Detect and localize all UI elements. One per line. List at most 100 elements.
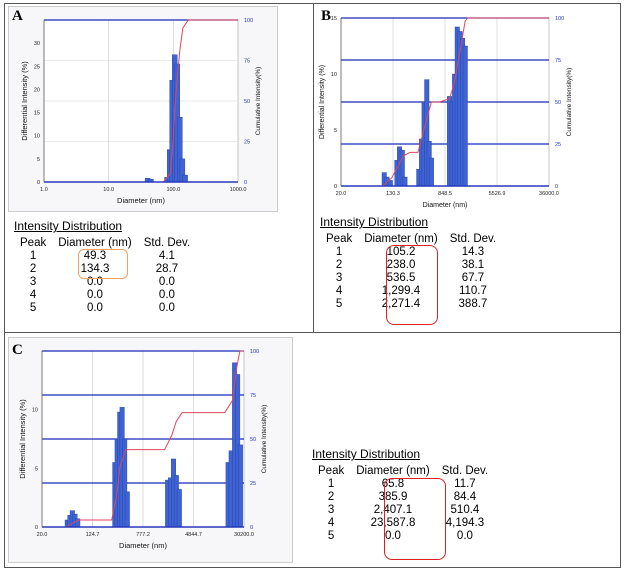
- y-tick-label: 30: [34, 41, 40, 47]
- x-axis-label: Diameter (nm): [423, 202, 468, 209]
- cell-peak: 5: [327, 530, 335, 542]
- y-axis-label: Differential Intensity (%): [18, 399, 27, 479]
- panel-a-chart: 1.0 10.0 100.0 1000.00510152025300255075100…: [20, 18, 262, 205]
- x-tick-label: 1.0: [40, 187, 48, 193]
- cell-diameter: 1,299.4: [381, 285, 421, 297]
- cell-peak: 4: [29, 289, 37, 301]
- panel-c-label: C: [12, 342, 23, 358]
- y2-tick-label: 75: [250, 393, 256, 399]
- table-row: 5 2,271.4 388.7: [320, 298, 502, 311]
- col-diameter-header: Diameter (nm): [356, 465, 430, 477]
- y2-tick-label: 50: [250, 437, 256, 443]
- cell-stddev: 28.7: [155, 263, 179, 275]
- y2-tick-label: 75: [555, 58, 561, 64]
- table-row: 3 2,407.1 510.4: [312, 504, 494, 517]
- x-tick-label: 130.3: [386, 191, 400, 197]
- cell-peak: 3: [335, 272, 343, 284]
- y2-tick-label: 0: [555, 184, 558, 190]
- panel-b-table: Intensity Distribution Peak Diameter (nm…: [320, 215, 502, 311]
- cell-stddev: 4.1: [158, 250, 175, 262]
- cell-diameter: 238.0: [386, 259, 416, 271]
- panel-a-label: A: [12, 8, 23, 24]
- table-row: 2 134.3 28.7: [14, 263, 196, 276]
- cumulative-line: [42, 350, 244, 528]
- cell-diameter: 385.9: [378, 491, 408, 503]
- y2-tick-label: 0: [250, 525, 253, 531]
- table-row: 2 385.9 84.4: [312, 491, 494, 504]
- table-row: 3 536.5 67.7: [320, 272, 502, 285]
- table-row: 5 0.0 0.0: [14, 302, 196, 315]
- x-tick-label: 5526.9: [489, 191, 506, 197]
- y2-axis-label: Cumulative Intensity(%): [255, 67, 262, 136]
- y-axis-label: Differential Intensity (%): [319, 65, 326, 139]
- cell-peak: 3: [327, 504, 335, 516]
- cell-stddev: 510.4: [450, 504, 480, 516]
- highlight-box-b: [386, 245, 438, 325]
- panel-a-table: Intensity Distribution Peak Diameter (nm…: [14, 219, 196, 315]
- x-tick-label: 848.5: [438, 191, 452, 197]
- y-tick-label: 5: [334, 128, 337, 134]
- table-title: Intensity Distribution: [14, 219, 123, 233]
- bar: [387, 180, 393, 187]
- x-tick-label: 100.0: [166, 187, 180, 193]
- cell-diameter: 134.3: [80, 263, 110, 275]
- y2-tick-label: 100: [244, 18, 253, 24]
- table-row: 5 0.0 0.0: [312, 530, 494, 543]
- col-diameter-header: Diameter (nm): [364, 233, 438, 245]
- col-stddev-header: Std. Dev.: [449, 233, 497, 245]
- y-tick-label: 15: [331, 16, 337, 22]
- cell-peak: 1: [29, 250, 37, 262]
- y-tick-label: 25: [34, 64, 40, 70]
- y-tick-label: 15: [34, 111, 40, 117]
- cell-peak: 4: [335, 285, 343, 297]
- cell-diameter: 2,407.1: [373, 504, 413, 516]
- table-title: Intensity Distribution: [312, 447, 421, 461]
- cell-stddev: 11.7: [454, 478, 476, 490]
- cumulative-line: [44, 19, 238, 183]
- cell-peak: 5: [335, 298, 343, 310]
- y2-axis-label: Cumulative Intensity(%): [261, 405, 268, 474]
- y-tick-label: 10: [32, 408, 38, 414]
- y-tick-label: 10: [34, 134, 40, 140]
- cell-peak: 2: [335, 259, 343, 271]
- y2-tick-label: 50: [244, 99, 250, 105]
- y-tick-label: 5: [35, 466, 38, 472]
- cell-diameter: 0.0: [86, 276, 103, 288]
- cell-peak: 1: [335, 246, 343, 258]
- y2-axis-label: Cumulative Intensity(%): [566, 68, 573, 137]
- y2-tick-label: 25: [555, 142, 561, 148]
- table-row: 4 23,587.8 4,194.3: [312, 517, 494, 530]
- panel-c-table: Intensity Distribution Peak Diameter (nm…: [312, 447, 494, 543]
- bar: [428, 157, 434, 187]
- table-row: 4 0.0 0.0: [14, 289, 196, 302]
- y2-tick-label: 50: [555, 100, 561, 106]
- bar: [176, 489, 182, 528]
- y2-tick-label: 100: [250, 349, 259, 355]
- y-tick-label: 5: [37, 157, 40, 163]
- cell-diameter: 23,587.8: [370, 517, 416, 529]
- x-tick-label: 124.7: [86, 532, 100, 538]
- col-peak-header: Peak: [326, 233, 353, 245]
- bar: [402, 176, 408, 187]
- cell-stddev: 38.1: [461, 259, 485, 271]
- table-title: Intensity Distribution: [320, 215, 429, 229]
- y2-tick-label: 100: [555, 16, 564, 22]
- cell-peak: 2: [29, 263, 37, 275]
- cell-stddev: 67.7: [461, 272, 485, 284]
- cumulative-line: [341, 17, 549, 187]
- cell-stddev: 84.4: [453, 491, 477, 503]
- cell-peak: 5: [29, 302, 37, 314]
- cell-peak: 2: [327, 491, 335, 503]
- panel-c-frame: [4, 332, 621, 568]
- bar: [182, 174, 188, 183]
- y-tick-label: 0: [334, 184, 337, 190]
- cell-peak: 3: [29, 276, 37, 288]
- cell-peak: 1: [327, 478, 335, 490]
- x-tick-label: 1000.0: [230, 187, 247, 193]
- cell-diameter: 49.3: [83, 250, 107, 262]
- cell-diameter: 2,271.4: [381, 298, 421, 310]
- cell-stddev: 0.0: [158, 276, 175, 288]
- panel-b-label: B: [321, 8, 332, 24]
- cell-stddev: 14.3: [461, 246, 485, 258]
- x-tick-label: 777.2: [136, 532, 150, 538]
